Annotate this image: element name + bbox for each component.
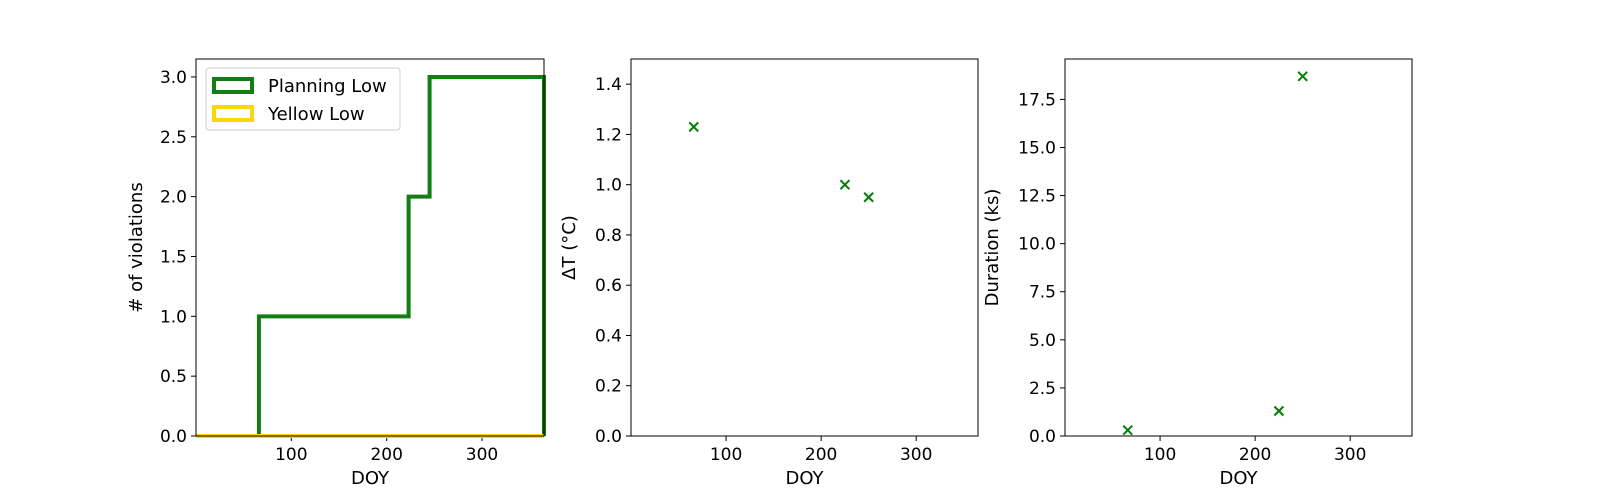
x-tick-label: 300	[1334, 445, 1366, 465]
y-tick-label: 12.5	[1018, 187, 1056, 207]
y-tick-label: 0.8	[595, 226, 622, 246]
y-tick-label: 1.0	[160, 307, 187, 327]
y-tick-label: 10.0	[1018, 235, 1056, 255]
y-tick-label: 0.4	[595, 326, 622, 346]
x-tick-label: 100	[1144, 445, 1176, 465]
data-point	[863, 192, 874, 203]
legend-swatch	[212, 77, 254, 94]
y-tick-label: 17.5	[1018, 90, 1056, 110]
y-tick-label: 3.0	[160, 68, 187, 88]
x-axis-label: DOY	[351, 468, 390, 489]
y-tick-label: 0.0	[160, 427, 187, 447]
legend: Planning Low Yellow Low	[205, 67, 401, 131]
x-tick-label: 300	[900, 445, 932, 465]
legend-box	[205, 67, 401, 131]
y-tick-label: 0.0	[595, 427, 622, 447]
plot-frame	[1064, 58, 1413, 437]
x-tick-label: 300	[466, 445, 498, 465]
y-tick-label: 2.5	[160, 128, 187, 148]
x-tick-label: 200	[370, 445, 402, 465]
x-tick-label: 100	[710, 445, 742, 465]
x-tick-label: 200	[1239, 445, 1271, 465]
x-axis-label: DOY	[1219, 468, 1258, 489]
series-line-1	[196, 74, 546, 438]
y-tick-label: 5.0	[1029, 331, 1056, 351]
plot-frame	[630, 58, 979, 437]
y-tick-label: 0.0	[1029, 427, 1056, 447]
y-tick-label: 2.0	[160, 188, 187, 208]
y-axis-label: Duration (ks)	[982, 189, 1003, 307]
data-point	[1297, 71, 1308, 82]
legend-swatch	[212, 105, 254, 122]
data-point	[1273, 405, 1285, 417]
x-tick-label: 100	[275, 445, 307, 465]
legend-label: Planning Low	[268, 76, 387, 97]
chart-panel-1: 100 200 300 0.0 0.5 1.0 1.5 2.0 2.5 3.0 DOY # of vi…	[126, 58, 546, 489]
y-tick-label: 0.6	[595, 276, 622, 296]
y-tick-label: 15.0	[1018, 138, 1056, 158]
y-tick-label: 1.4	[595, 75, 622, 95]
data-point	[839, 179, 851, 190]
chart-panel-2: 100 200 300 0.0 0.2 0.4 0.6 0.8 1.0 1.2 1.4 DOY ΔT (…	[559, 58, 979, 489]
y-tick-label: 1.5	[160, 247, 187, 267]
y-axis-label: # of violations	[126, 182, 147, 312]
chart-panel-3: 100 200 300 0.0 2.5 5.0 7.5 10.0 12.5 15.0 17.5 DOY…	[982, 58, 1413, 489]
data-point	[1122, 425, 1133, 436]
plot-frame	[195, 58, 545, 437]
y-tick-label: 1.2	[595, 125, 622, 145]
x-axis-label: DOY	[785, 468, 824, 489]
y-axis-label: ΔT (°C)	[559, 215, 580, 280]
y-tick-label: 7.5	[1029, 283, 1056, 303]
y-tick-label: 0.5	[160, 367, 187, 387]
data-point	[688, 121, 699, 133]
x-tick-label: 200	[805, 445, 837, 465]
legend-label: Yellow Low	[267, 104, 365, 125]
y-tick-label: 2.5	[1029, 379, 1056, 399]
y-tick-label: 0.2	[595, 377, 622, 397]
y-tick-label: 1.0	[595, 176, 622, 196]
